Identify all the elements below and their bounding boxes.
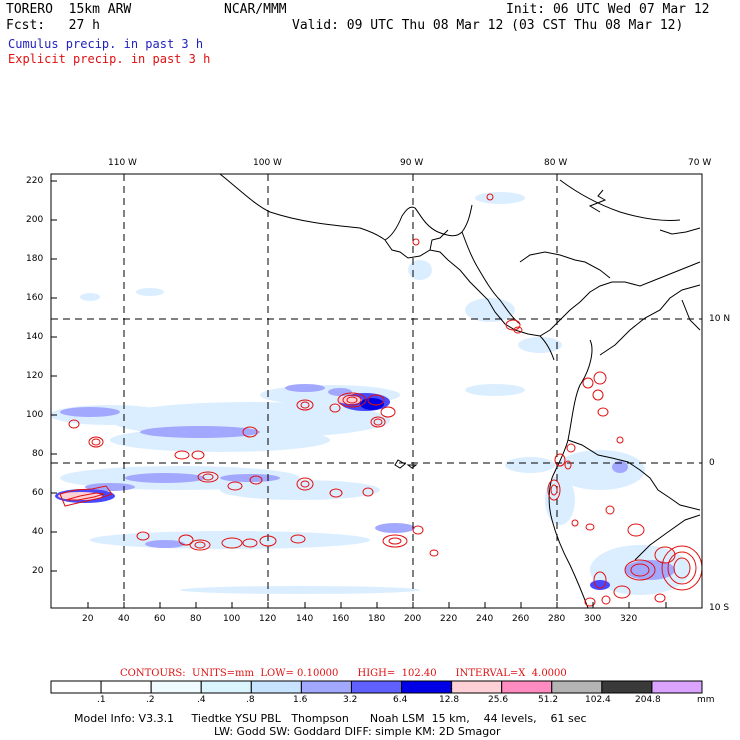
contour-units: UNITS=mm bbox=[192, 668, 255, 679]
colorbar-swatch bbox=[200, 680, 252, 694]
contour-info: CONTOURS: UNITS=mm LOW= 0.10000 HIGH= 10… bbox=[120, 668, 567, 679]
colorbar-swatch bbox=[551, 680, 603, 694]
y-tick-label: 160 bbox=[26, 293, 44, 303]
x-tick-label: 260 bbox=[512, 614, 530, 624]
coastlines bbox=[219, 174, 701, 608]
x-tick-label: 200 bbox=[404, 614, 422, 624]
colorbar-tick: 12.8 bbox=[439, 695, 460, 705]
colorbar-tick: 6.4 bbox=[393, 695, 408, 705]
y-tick-label: 200 bbox=[26, 215, 44, 225]
x-tick-label: 100 bbox=[223, 614, 241, 624]
x-tick-label: 40 bbox=[118, 614, 130, 624]
contour-low: LOW= 0.10000 bbox=[260, 668, 339, 679]
model-title: TORERO 15km ARW bbox=[6, 2, 132, 17]
colorbar-swatch bbox=[350, 680, 403, 694]
x-tick-label: 220 bbox=[440, 614, 458, 624]
colorbar-swatch bbox=[601, 680, 653, 694]
colorbar-swatch bbox=[250, 680, 302, 694]
lat-label-10s: 10 S bbox=[709, 603, 730, 613]
y-tick-label: 140 bbox=[26, 332, 44, 342]
colorbar-tick: 102.4 bbox=[585, 695, 611, 705]
precip-shading bbox=[51, 192, 690, 595]
colorbar bbox=[50, 680, 703, 694]
x-tick-label: 120 bbox=[259, 614, 277, 624]
colorbar-swatch bbox=[300, 680, 352, 694]
model-info-line2: LW: Godd SW: Goddard DIFF: simple KM: 2D… bbox=[214, 725, 501, 738]
colorbar-tick: .2 bbox=[146, 695, 155, 705]
colorbar-swatch bbox=[100, 680, 152, 694]
grid-lines bbox=[51, 174, 702, 608]
x-tick-label: 80 bbox=[190, 614, 202, 624]
colorbar-swatch bbox=[401, 680, 453, 694]
colorbar-tick: 1.6 bbox=[293, 695, 308, 705]
explicit-legend: Explicit precip. in past 3 h bbox=[8, 52, 211, 66]
y-tick-label: 100 bbox=[26, 410, 44, 420]
colorbar-swatch bbox=[150, 680, 202, 694]
forecast-hour: Fcst: 27 h bbox=[6, 18, 100, 33]
lat-label-0: 0 bbox=[709, 458, 715, 468]
colorbar-tick: 25.6 bbox=[488, 695, 509, 705]
y-tick-label: 220 bbox=[26, 176, 44, 186]
x-tick-label: 140 bbox=[296, 614, 314, 624]
colorbar-swatch bbox=[50, 680, 102, 694]
colorbar-tick: 51.2 bbox=[538, 695, 559, 705]
lon-label-110w: 110 W bbox=[108, 158, 137, 168]
lon-label-90w: 90 W bbox=[400, 158, 424, 168]
organization-label: NCAR/MMM bbox=[224, 2, 287, 17]
lon-label-80w: 80 W bbox=[544, 158, 568, 168]
x-tick-label: 320 bbox=[620, 614, 638, 624]
y-tick-label: 40 bbox=[32, 527, 44, 537]
x-tick-label: 60 bbox=[154, 614, 166, 624]
y-tick-label: 20 bbox=[32, 566, 44, 576]
colorbar-tick: .1 bbox=[97, 695, 106, 705]
tick-marks bbox=[51, 180, 667, 608]
init-time: Init: 06 UTC Wed 07 Mar 12 bbox=[506, 2, 710, 17]
lat-label-10n: 10 N bbox=[709, 314, 731, 324]
x-tick-label: 300 bbox=[584, 614, 602, 624]
colorbar-tick: .8 bbox=[246, 695, 255, 705]
x-tick-label: 280 bbox=[548, 614, 566, 624]
y-tick-label: 60 bbox=[32, 488, 44, 498]
cumulus-legend: Cumulus precip. in past 3 h bbox=[8, 37, 204, 51]
x-tick-label: 20 bbox=[82, 614, 94, 624]
colorbar-swatch bbox=[451, 680, 503, 694]
colorbar-swatch bbox=[651, 680, 703, 694]
contour-interval: INTERVAL=X 4.0000 bbox=[455, 668, 567, 679]
y-tick-label: 80 bbox=[32, 449, 44, 459]
x-tick-label: 160 bbox=[332, 614, 350, 624]
model-info-line1: Model Info: V3.3.1 Tiedtke YSU PBL Thomp… bbox=[74, 712, 587, 725]
y-tick-label: 180 bbox=[26, 254, 44, 264]
y-tick-label: 120 bbox=[26, 371, 44, 381]
explicit-contours bbox=[59, 193, 702, 607]
lon-label-100w: 100 W bbox=[253, 158, 282, 168]
colorbar-unit: mm bbox=[697, 695, 715, 705]
x-tick-label: 180 bbox=[368, 614, 386, 624]
lon-label-70w: 70 W bbox=[688, 158, 712, 168]
colorbar-tick: 204.8 bbox=[635, 695, 661, 705]
valid-time: Valid: 09 UTC Thu 08 Mar 12 (03 CST Thu … bbox=[292, 18, 684, 33]
contour-high: HIGH= 102.40 bbox=[357, 668, 437, 679]
colorbar-tick: 3.2 bbox=[343, 695, 358, 705]
colorbar-swatch bbox=[501, 680, 553, 694]
contour-label: CONTOURS: bbox=[120, 668, 186, 679]
colorbar-tick: .4 bbox=[197, 695, 206, 705]
x-tick-label: 240 bbox=[476, 614, 494, 624]
